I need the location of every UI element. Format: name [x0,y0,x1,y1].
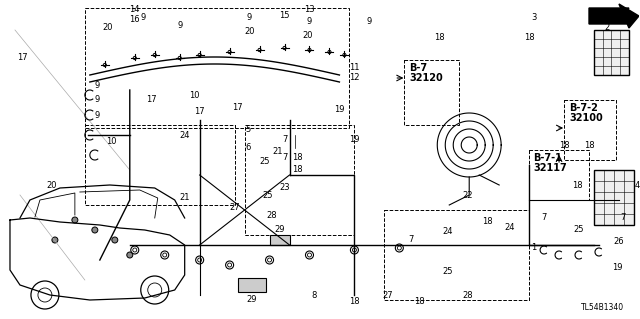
Text: 21: 21 [272,147,283,157]
Circle shape [52,237,58,243]
Text: 18: 18 [292,153,303,162]
Text: 22: 22 [462,190,472,199]
Text: 17: 17 [195,108,205,116]
Circle shape [72,217,78,223]
Text: 25: 25 [262,190,273,199]
Text: 18: 18 [524,33,534,42]
Text: 20: 20 [102,24,113,33]
Text: 1: 1 [531,243,537,253]
Text: 23: 23 [279,183,290,192]
Text: 19: 19 [612,263,622,272]
Text: 19: 19 [334,106,345,115]
Text: 32100: 32100 [569,113,603,123]
Text: 24: 24 [179,130,190,139]
Text: 24: 24 [504,224,515,233]
Text: B-7-1: B-7-1 [533,153,562,163]
Text: 21: 21 [179,194,190,203]
Bar [269,235,289,245]
Text: FR.: FR. [594,13,614,23]
Text: 29: 29 [246,295,257,305]
Text: 29: 29 [275,226,285,234]
Text: 20: 20 [47,181,57,189]
Text: 19: 19 [349,136,360,145]
Text: 5: 5 [245,125,250,135]
Text: 9: 9 [94,110,99,120]
Bar [529,150,589,200]
Text: 32120: 32120 [410,73,443,83]
Bar [564,100,616,160]
Text: 18: 18 [482,218,493,226]
Text: 12: 12 [349,73,360,83]
Text: 15: 15 [279,11,290,19]
Polygon shape [589,8,629,24]
Text: 11: 11 [349,63,360,72]
Text: 7: 7 [282,153,287,162]
Text: 9: 9 [367,18,372,26]
Text: 9: 9 [94,80,99,90]
Text: 20: 20 [302,31,313,40]
Text: B-7-2: B-7-2 [569,103,598,113]
Text: 7: 7 [541,213,547,222]
Bar [385,210,529,300]
Text: TL54B1340: TL54B1340 [581,303,624,312]
Text: 7: 7 [620,213,626,222]
Text: 9: 9 [177,20,182,29]
Text: 18: 18 [584,140,595,150]
Circle shape [127,252,132,258]
Text: 3: 3 [531,13,537,23]
Bar [85,8,349,128]
Text: 13: 13 [304,5,315,14]
Text: 9: 9 [94,95,99,105]
Text: 18: 18 [292,166,303,174]
Text: 24: 24 [442,227,452,236]
Text: 7: 7 [282,136,287,145]
Text: 28: 28 [462,291,472,300]
Text: 18: 18 [572,181,582,189]
Text: 25: 25 [574,226,584,234]
Text: 18: 18 [414,298,424,307]
Text: 17: 17 [17,54,28,63]
Bar [594,170,634,225]
Bar [237,278,266,292]
Text: 10: 10 [189,91,200,100]
Text: 18: 18 [434,33,445,42]
Text: 9: 9 [140,13,145,23]
Bar [594,30,629,75]
Text: 20: 20 [244,27,255,36]
Bar [404,60,460,125]
Text: 26: 26 [614,238,624,247]
Text: 9: 9 [307,18,312,26]
Circle shape [92,227,98,233]
Text: 18: 18 [559,140,570,150]
Text: 9: 9 [247,13,252,23]
Text: 27: 27 [382,291,393,300]
Text: 28: 28 [266,211,277,219]
Text: B-7: B-7 [410,63,428,73]
Text: 4: 4 [634,181,639,189]
Text: 18: 18 [349,298,360,307]
Text: 17: 17 [147,95,157,105]
Circle shape [112,237,118,243]
Text: 7: 7 [408,235,414,244]
Text: 14: 14 [129,5,140,14]
Bar [85,125,235,205]
Text: 16: 16 [129,16,140,25]
Text: 8: 8 [312,291,317,300]
Text: 25: 25 [259,158,270,167]
Text: 2: 2 [604,24,610,33]
Text: 27: 27 [229,204,240,212]
Text: 10: 10 [107,137,117,146]
Text: 32117: 32117 [533,163,567,173]
Text: 25: 25 [442,268,452,277]
Text: 6: 6 [245,144,250,152]
Text: 17: 17 [232,103,243,113]
Polygon shape [619,4,639,28]
Bar [244,125,355,235]
